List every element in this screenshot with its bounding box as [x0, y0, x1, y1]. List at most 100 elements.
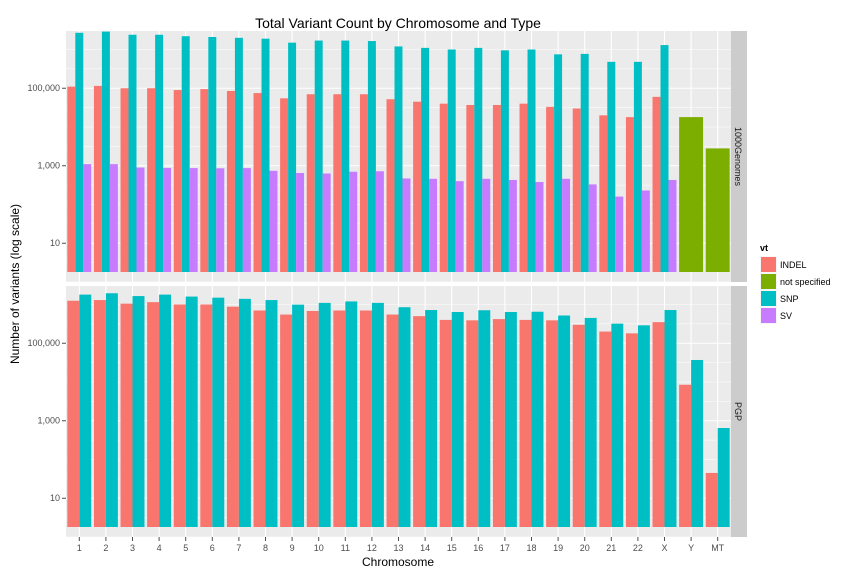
bar-indel	[67, 86, 76, 272]
bar-sv	[482, 178, 491, 272]
y-tick-label: 1,000	[37, 161, 60, 171]
bar-snp	[185, 296, 198, 527]
y-tick-label: 100,000	[27, 83, 60, 93]
bar-snp	[208, 37, 217, 272]
bar-snp	[660, 45, 669, 272]
bar-indel	[306, 94, 315, 273]
bar-sv	[562, 178, 571, 272]
bar-sv	[668, 179, 677, 272]
x-tick-label: 15	[447, 543, 457, 553]
bar-snp	[292, 304, 305, 527]
bar-snp	[531, 311, 544, 527]
x-tick-label: X	[661, 543, 667, 553]
bar-not-specified	[679, 117, 704, 272]
bar-snp	[691, 359, 704, 527]
bar-snp	[238, 298, 251, 527]
strip-background	[731, 31, 747, 282]
bar-sv	[83, 164, 92, 272]
panel-1000genomes: 1000Genomes	[66, 31, 747, 283]
bar-indel	[93, 85, 102, 272]
bar-indel	[280, 98, 289, 272]
bar-indel	[466, 104, 475, 273]
bar-indel	[413, 101, 422, 272]
bar-sv	[429, 178, 438, 272]
y-tick-label: 10	[50, 238, 60, 248]
bar-indel	[652, 322, 665, 527]
x-tick-label: 18	[526, 543, 536, 553]
bar-snp	[637, 325, 650, 527]
bar-indel	[705, 472, 718, 527]
bar-indel	[280, 314, 293, 527]
bar-indel	[492, 319, 505, 527]
bar-indel	[200, 304, 213, 527]
y-tick-label: 10	[50, 493, 60, 503]
x-tick-label: 20	[580, 543, 590, 553]
bar-snp	[558, 315, 571, 527]
bar-indel	[200, 89, 209, 272]
x-tick-label: 4	[157, 543, 162, 553]
bar-snp	[664, 310, 677, 527]
bar-indel	[386, 99, 395, 272]
bar-snp	[128, 34, 137, 273]
bar-sv	[508, 179, 517, 272]
bar-sv	[641, 190, 650, 272]
bar-indel	[173, 90, 182, 272]
bar-indel	[439, 319, 452, 527]
x-tick-label: 6	[210, 543, 215, 553]
bar-indel	[93, 300, 106, 527]
chart-title: Total Variant Count by Chromosome and Ty…	[255, 15, 541, 31]
x-tick-label: 5	[183, 543, 188, 553]
bar-snp	[527, 49, 536, 272]
bar-indel	[546, 320, 559, 527]
bar-indel	[147, 88, 156, 272]
bar-snp	[633, 61, 642, 273]
bar-sv	[296, 172, 305, 272]
legend: vt INDEL not specified SNP SV	[759, 243, 831, 325]
x-tick-label: MT	[711, 543, 724, 553]
bar-indel	[333, 94, 342, 273]
x-axis-ticks: 1 2 3 4 5 6 7 8 9 10 11 12 13 14 15 16 17 18 19 20 21 22 X Y MT	[77, 537, 725, 553]
bar-indel	[67, 300, 80, 527]
bar-sv	[349, 171, 358, 272]
bar-indel	[333, 310, 346, 527]
legend-label: INDEL	[780, 260, 807, 270]
bar-sv	[322, 173, 331, 272]
x-tick-label: 17	[500, 543, 510, 553]
bar-not-specified	[705, 148, 730, 272]
bar-snp	[554, 54, 563, 272]
bar-snp	[105, 293, 118, 527]
bar-snp	[155, 34, 164, 273]
bar-indel	[599, 115, 608, 272]
bar-snp	[425, 310, 438, 527]
bar-snp	[341, 40, 350, 273]
legend-key	[761, 291, 776, 306]
bar-sv	[189, 168, 198, 272]
bar-sv	[242, 168, 251, 272]
bar-snp	[318, 302, 331, 527]
bar-indel	[226, 90, 235, 272]
bar-snp	[261, 38, 270, 272]
bar-snp	[371, 302, 384, 527]
bar-snp	[394, 46, 403, 272]
bar-indel	[173, 304, 186, 527]
bar-indel	[226, 306, 239, 527]
bar-sv	[455, 181, 464, 272]
bar-indel	[519, 103, 528, 273]
bar-snp	[132, 296, 145, 527]
legend-label: SV	[780, 311, 792, 321]
bar-snp	[79, 294, 92, 527]
bar-indel	[413, 316, 426, 527]
bar-indel	[572, 324, 585, 527]
x-tick-label: 16	[473, 543, 483, 553]
y-tick-label: 100,000	[27, 338, 60, 348]
bar-sv	[216, 168, 225, 272]
bar-sv	[109, 164, 118, 272]
bar-snp	[611, 323, 624, 527]
bar-indel	[492, 104, 501, 273]
x-tick-label: Y	[688, 543, 694, 553]
bar-snp	[500, 50, 509, 272]
bar-indel	[386, 314, 399, 527]
bar-sv	[535, 182, 544, 272]
x-tick-label: 14	[420, 543, 430, 553]
